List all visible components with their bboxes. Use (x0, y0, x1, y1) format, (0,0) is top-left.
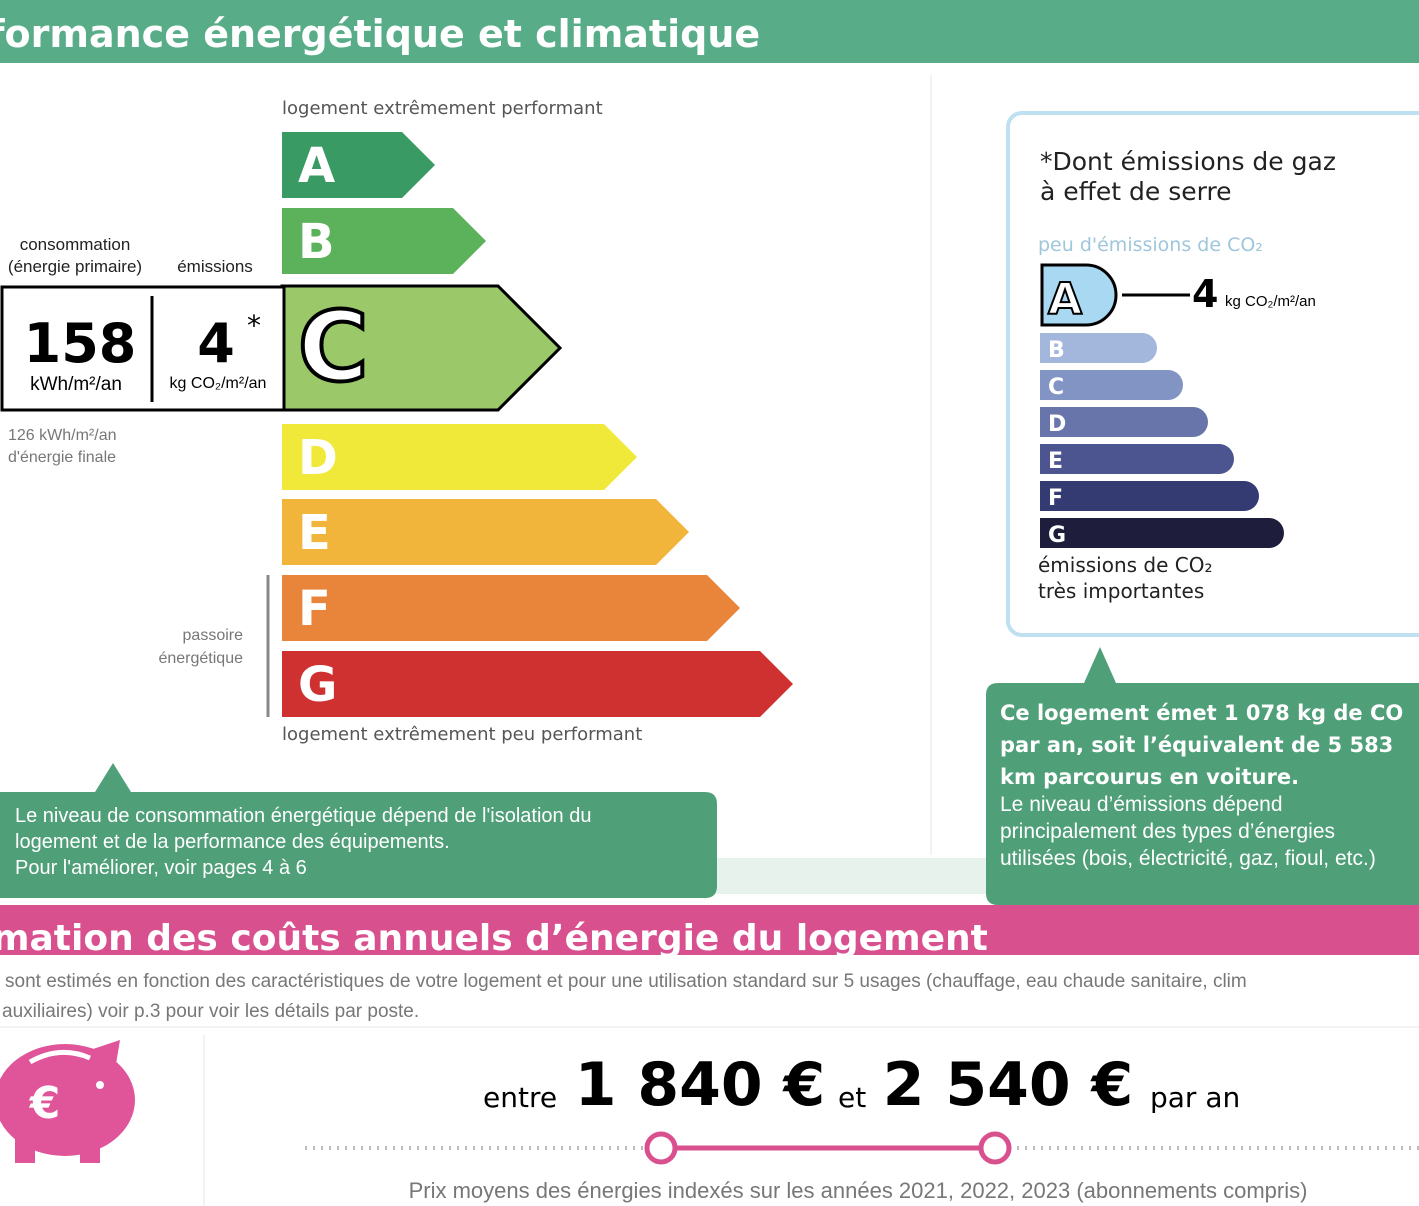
separator (930, 75, 932, 855)
ges-class-bar (1040, 518, 1284, 548)
costs-description: sont estimés en fonction des caractérist… (5, 971, 1247, 992)
ges-note-box (986, 647, 1419, 905)
header-band (0, 0, 1419, 63)
ges-class-letter: F (1048, 486, 1063, 511)
costs-description: auxiliaires) voir p.3 pour voir les déta… (2, 1001, 419, 1022)
energy-bottom-label: logement extrêmement peu performant (282, 724, 642, 745)
between: entre (483, 1081, 557, 1114)
ges-title: à effet de serre (1040, 177, 1232, 206)
unit: kg CO₂/m²/an (170, 375, 267, 392)
cost-max: 2 540 € (883, 1050, 1134, 1120)
note-line: Le niveau d’émissions dépend (1000, 793, 1283, 816)
piggy-bank-icon: € (0, 1040, 135, 1163)
final-energy: 126 kWh/m²/an (8, 427, 116, 444)
costs-band (0, 905, 1419, 955)
ges-unit: kg CO₂/m²/an (1225, 293, 1316, 310)
ges-class-bar (1040, 444, 1234, 474)
ges-class-letter: D (1048, 412, 1066, 437)
ges-title: *Dont émissions de gaz (1040, 147, 1336, 176)
passoire: énergétique (158, 650, 243, 667)
passoire: passoire (183, 627, 244, 644)
note-line: principalement des types d’énergies (1000, 820, 1335, 843)
energy-class-arrow (282, 651, 793, 717)
energy-class-arrow (282, 575, 740, 641)
energy-class-letter: A (298, 138, 335, 194)
energy-class-arrow (282, 132, 435, 198)
note-bold: km parcourus en voiture. (1000, 765, 1299, 789)
ges-class-letter: B (1048, 338, 1065, 363)
ges-class-letter: G (1048, 523, 1066, 548)
energy-class-letter: F (298, 581, 331, 637)
unit: kWh/m²/an (30, 374, 122, 395)
label: émissions (177, 257, 253, 276)
emissions-value: 4 (197, 312, 235, 375)
note-line: utilisées (bois, électricité, gaz, fioul… (1000, 847, 1376, 870)
ges-class-letter: A (1048, 274, 1082, 325)
range-end (644, 1131, 678, 1165)
value-box (0, 285, 286, 412)
consumption-value: 158 (24, 312, 137, 375)
costs-title: mation des coûts annuels d’énergie du lo… (0, 918, 988, 959)
costs-footnote: Prix moyens des énergies indexés sur les… (409, 1178, 1308, 1203)
ges-class-bar (1040, 407, 1208, 437)
energy-class-arrow (282, 424, 637, 490)
energy-class-arrow (282, 208, 486, 274)
ges-bottom-label: très importantes (1038, 579, 1204, 603)
ges-value: 4 (1192, 272, 1218, 316)
cost-min: 1 840 € (575, 1050, 826, 1120)
ges-top-label: peu d'émissions de CO₂ (1038, 234, 1263, 256)
note-line: logement et de la performance des équipe… (15, 831, 450, 853)
label: (énergie primaire) (8, 257, 142, 276)
ges-class-letter: C (1048, 375, 1064, 400)
energy-class-letter: C (298, 291, 368, 403)
energy-class-arrow (282, 499, 689, 565)
energy-note-box (0, 763, 717, 898)
and: et (838, 1081, 866, 1114)
energy-top-label: logement extrêmement performant (282, 98, 603, 119)
energy-class-letter: B (298, 214, 335, 270)
label: consommation (20, 235, 131, 254)
ges-class-bar (1040, 481, 1259, 511)
svg-text:€: € (29, 1078, 61, 1129)
final-energy: d'énergie finale (8, 449, 116, 466)
ges-class-bar (1040, 263, 1118, 327)
range-end (978, 1131, 1012, 1165)
ges-class-letter: E (1048, 449, 1063, 474)
note-line: Pour l'améliorer, voir pages 4 à 6 (15, 857, 307, 879)
energy-class-letter: E (298, 505, 331, 561)
note-line: Le niveau de consommation énergétique dé… (15, 805, 591, 827)
star: * (247, 309, 261, 342)
note-bold: par an, soit l’équivalent de 5 583 (1000, 733, 1393, 757)
note-bold: Ce logement émet 1 078 kg de CO (1000, 701, 1403, 725)
per-year: par an (1150, 1081, 1240, 1114)
energy-class-letter: G (298, 657, 337, 713)
header-title: formance énergétique et climatique (0, 12, 760, 56)
energy-class-letter: D (298, 430, 338, 486)
ges-bottom-label: émissions de CO₂ (1038, 553, 1213, 577)
ges-class-bar (1040, 370, 1183, 400)
ges-class-bar (1040, 333, 1157, 363)
